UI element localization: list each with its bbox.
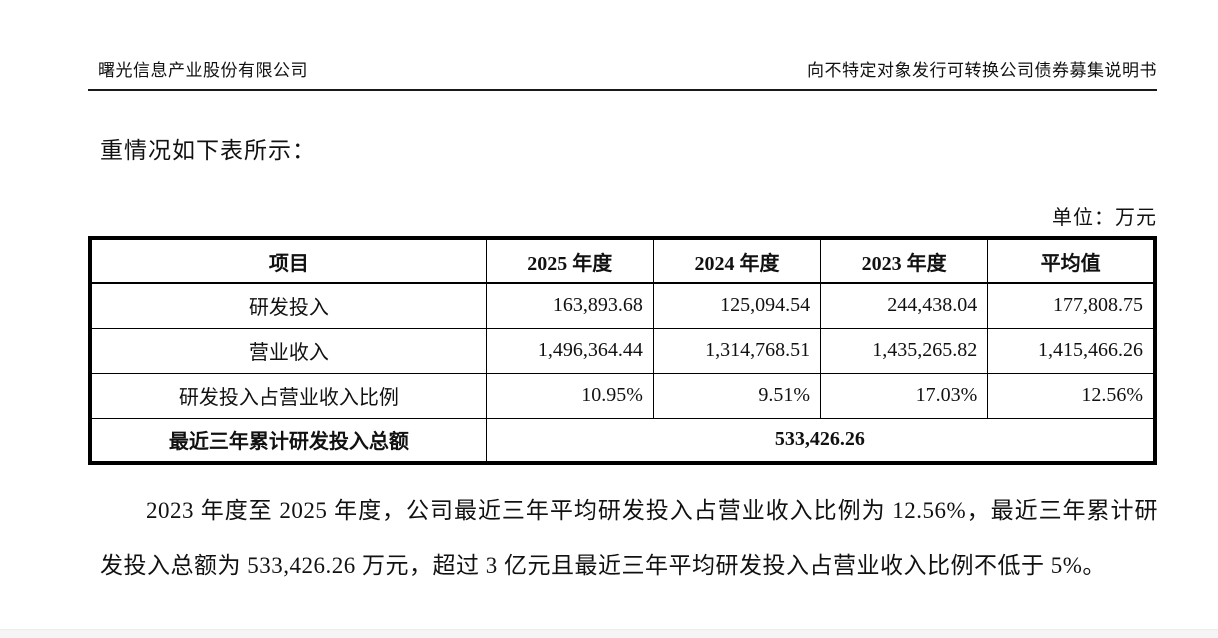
col-header-2024: 2024 年度	[652, 237, 822, 284]
summary-row-total: 533,426.26	[485, 417, 1156, 464]
table-summary-row: 最近三年累计研发投入总额 533,426.26	[89, 417, 1156, 464]
rd-investment-table: 项目 2025 年度 2024 年度 2023 年度 平均值 研发投入 163,…	[88, 236, 1157, 465]
rd-investment-2023: 244,438.04	[820, 282, 989, 329]
header-document-title: 向不特定对象发行可转换公司债券募集说明书	[807, 61, 1157, 80]
rd-ratio-2023: 17.03%	[820, 372, 989, 419]
rd-investment-2024: 125,094.54	[652, 282, 822, 329]
running-header: 曙光信息产业股份有限公司 向不特定对象发行可转换公司债券募集说明书	[88, 0, 1157, 91]
revenue-2024: 1,314,768.51	[652, 327, 822, 374]
col-header-2023: 2023 年度	[820, 237, 989, 284]
intro-sentence: 重情况如下表所示：	[100, 138, 316, 163]
table-row: 营业收入 1,496,364.44 1,314,768.51 1,435,265…	[89, 327, 1156, 374]
rd-ratio-2025: 10.95%	[485, 372, 654, 419]
revenue-2025: 1,496,364.44	[485, 327, 654, 374]
table-header-row: 项目 2025 年度 2024 年度 2023 年度 平均值	[89, 237, 1156, 284]
conclusion-paragraph: 2023 年度至 2025 年度，公司最近三年平均研发投入占营业收入比例为 12…	[100, 498, 1158, 578]
rd-ratio-2024: 9.51%	[652, 372, 822, 419]
row-label-rd-ratio: 研发投入占营业收入比例	[89, 372, 487, 419]
col-header-item: 项目	[89, 237, 487, 284]
table-row: 研发投入占营业收入比例 10.95% 9.51% 17.03% 12.56%	[89, 372, 1156, 419]
unit-label: 单位：万元	[1052, 207, 1157, 229]
col-header-2025: 2025 年度	[485, 237, 654, 284]
rd-investment-average: 177,808.75	[987, 282, 1156, 329]
rd-ratio-average: 12.56%	[987, 372, 1156, 419]
summary-row-label: 最近三年累计研发投入总额	[89, 417, 487, 464]
revenue-2023: 1,435,265.82	[820, 327, 989, 374]
revenue-average: 1,415,466.26	[987, 327, 1156, 374]
row-label-revenue: 营业收入	[89, 327, 487, 374]
page-content: 曙光信息产业股份有限公司 向不特定对象发行可转换公司债券募集说明书 重情况如下表…	[88, 0, 1158, 593]
col-header-average: 平均值	[987, 237, 1156, 284]
header-company-name: 曙光信息产业股份有限公司	[98, 61, 308, 80]
row-label-rd-investment: 研发投入	[89, 282, 487, 329]
rd-investment-2025: 163,893.68	[485, 282, 654, 329]
page-bottom-edge	[0, 629, 1218, 638]
table-row: 研发投入 163,893.68 125,094.54 244,438.04 17…	[89, 282, 1156, 329]
